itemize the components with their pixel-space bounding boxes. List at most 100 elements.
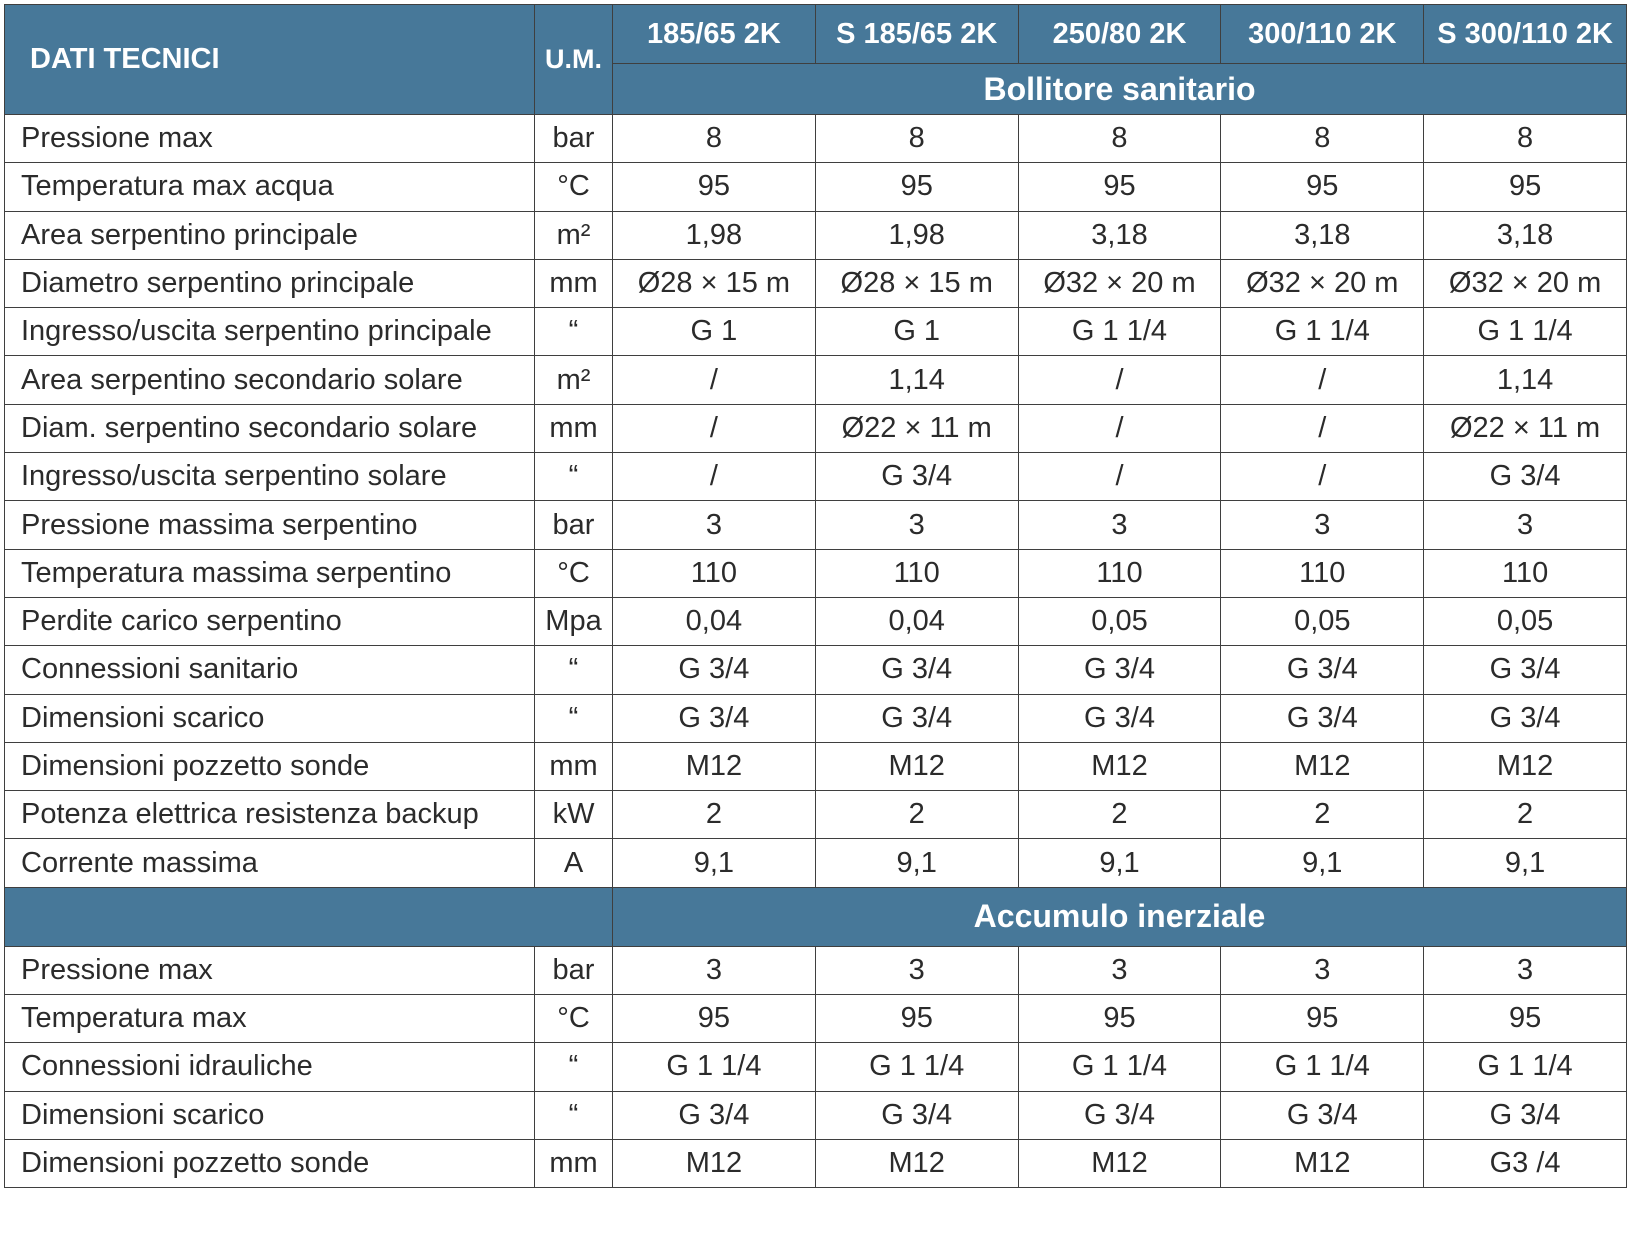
table-row: Ingresso/uscita serpentino principale “G … [4,307,1627,357]
value-cell: Ø32 × 20 m [1220,258,1425,309]
value-cell: 1,98 [612,210,816,260]
value-cell: M12 [612,741,816,792]
value-cell: G 3/4 [1423,693,1627,743]
unit-cell: °C [534,162,613,212]
value-cell: 3,18 [1423,210,1627,260]
value-cell: 110 [1423,548,1627,598]
value-cell: 2 [1220,790,1425,840]
table-row: Perdite carico serpentino Mpa 0,04 0,04 0,05… [4,596,1627,647]
value-cell: 95 [1220,162,1425,212]
parameter-name: Ingresso/uscita serpentino solare [4,452,535,502]
value-cell: 2 [1017,790,1222,840]
value-cell: G 1 1/4 [1220,307,1425,357]
parameter-name: Area serpentino principale [4,210,535,260]
parameter-name: Potenza elettrica resistenza backup [4,790,535,840]
header-row-models: DATI TECNICI U.M. 185/65 2K S 185/65 2K … [4,4,1627,115]
unit-cell: “ [534,307,613,357]
value-cell: G 1 1/4 [1017,1042,1222,1092]
value-cell: G 3/4 [1220,1090,1425,1140]
parameter-name: Temperatura max [4,994,535,1044]
unit-cell: Mpa [534,596,613,647]
table-row: Temperatura max acqua °C 95 95 95 95 95 [4,162,1627,212]
value-cell: 8 [1220,113,1425,164]
value-cell: G 3/4 [1220,693,1425,743]
parameter-name: Pressione max [4,113,535,164]
value-cell: Ø32 × 20 m [1017,258,1222,309]
value-cell: G 1 1/4 [1423,307,1627,357]
value-cell: 95 [814,994,1019,1044]
table-title: DATI TECNICI [4,4,535,115]
value-cell: G 3/4 [814,452,1019,502]
value-cell: G 3/4 [1423,645,1627,695]
unit-cell: °C [534,994,613,1044]
value-cell: 2 [1423,790,1627,840]
section-header-row: Accumulo inerziale [4,886,1627,947]
value-cell: G 3/4 [1017,1090,1222,1140]
value-cell: 95 [612,162,816,212]
unit-cell: “ [534,1090,613,1140]
unit-cell: bar [534,945,613,996]
technical-data-sheet: DATI TECNICI U.M. 185/65 2K S 185/65 2K … [4,4,1627,1230]
parameter-name: Temperatura max acqua [4,162,535,212]
value-cell: 95 [1423,994,1627,1044]
value-cell: / [1220,452,1425,502]
value-cell: / [1220,355,1425,405]
model-header: S 300/110 2K [1423,4,1627,64]
value-cell: M12 [1017,1138,1222,1189]
table-row: Pressione max bar 3 3 3 3 3 [4,945,1627,996]
unit-cell: mm [534,258,613,309]
parameter-name: Pressione massima serpentino [4,500,535,550]
value-cell: 3 [1220,500,1425,550]
value-cell: G 1 [612,307,816,357]
unit-cell: mm [534,403,613,454]
value-cell: Ø28 × 15 m [814,258,1019,309]
parameter-name: Connessioni sanitario [4,645,535,695]
value-cell: 9,1 [1017,838,1222,888]
value-cell: G 3/4 [612,645,816,695]
section-title: Accumulo inerziale [612,886,1627,947]
technical-data-table: DATI TECNICI U.M. 185/65 2K S 185/65 2K … [4,4,1627,1189]
unit-cell: “ [534,693,613,743]
value-cell: 9,1 [612,838,816,888]
value-cell: G 3/4 [814,645,1019,695]
value-cell: 3 [1017,500,1222,550]
value-cell: Ø28 × 15 m [612,258,816,309]
section-title: Bollitore sanitario [612,63,1627,115]
value-cell: G 3/4 [612,1090,816,1140]
value-cell: 0,05 [1017,596,1222,647]
value-cell: M12 [1220,1138,1425,1189]
value-cell: 9,1 [814,838,1019,888]
value-cell: 95 [1017,162,1222,212]
value-cell: / [612,452,816,502]
unit-cell: “ [534,452,613,502]
value-cell: 3 [612,500,816,550]
value-cell: / [612,403,816,454]
value-cell: 3 [1423,500,1627,550]
value-cell: 110 [612,548,816,598]
value-cell: / [1017,452,1222,502]
table-row: Diametro serpentino principale mm Ø28 × 15… [4,258,1627,309]
value-cell: M12 [1017,741,1222,792]
value-cell: M12 [814,741,1019,792]
value-cell: 1,98 [814,210,1019,260]
value-cell: / [612,355,816,405]
value-cell: 3,18 [1220,210,1425,260]
parameter-name: Dimensioni scarico [4,1090,535,1140]
unit-column-header: U.M. [534,4,613,115]
table-row: Dimensioni pozzetto sonde mm M12 M12 M12 M12 G… [4,1138,1627,1189]
value-cell: 3 [1017,945,1222,996]
table-row: Dimensioni scarico “G 3/4 G 3/4 G 3/4 G 3/4 G… [4,1090,1627,1140]
unit-cell: mm [534,741,613,792]
value-cell: G 1 1/4 [1220,1042,1425,1092]
value-cell: 95 [814,162,1019,212]
table-row: Area serpentino principale m² 1,98 1,98 3,18… [4,210,1627,260]
value-cell: 3,18 [1017,210,1222,260]
model-header: S 185/65 2K [814,4,1019,64]
parameter-name: Ingresso/uscita serpentino principale [4,307,535,357]
parameter-name: Area serpentino secondario solare [4,355,535,405]
unit-cell: m² [534,210,613,260]
table-row: Corrente massima A 9,1 9,1 9,1 9,1 9,1 [4,838,1627,888]
value-cell: 8 [612,113,816,164]
value-cell: 2 [612,790,816,840]
value-cell: 95 [1423,162,1627,212]
